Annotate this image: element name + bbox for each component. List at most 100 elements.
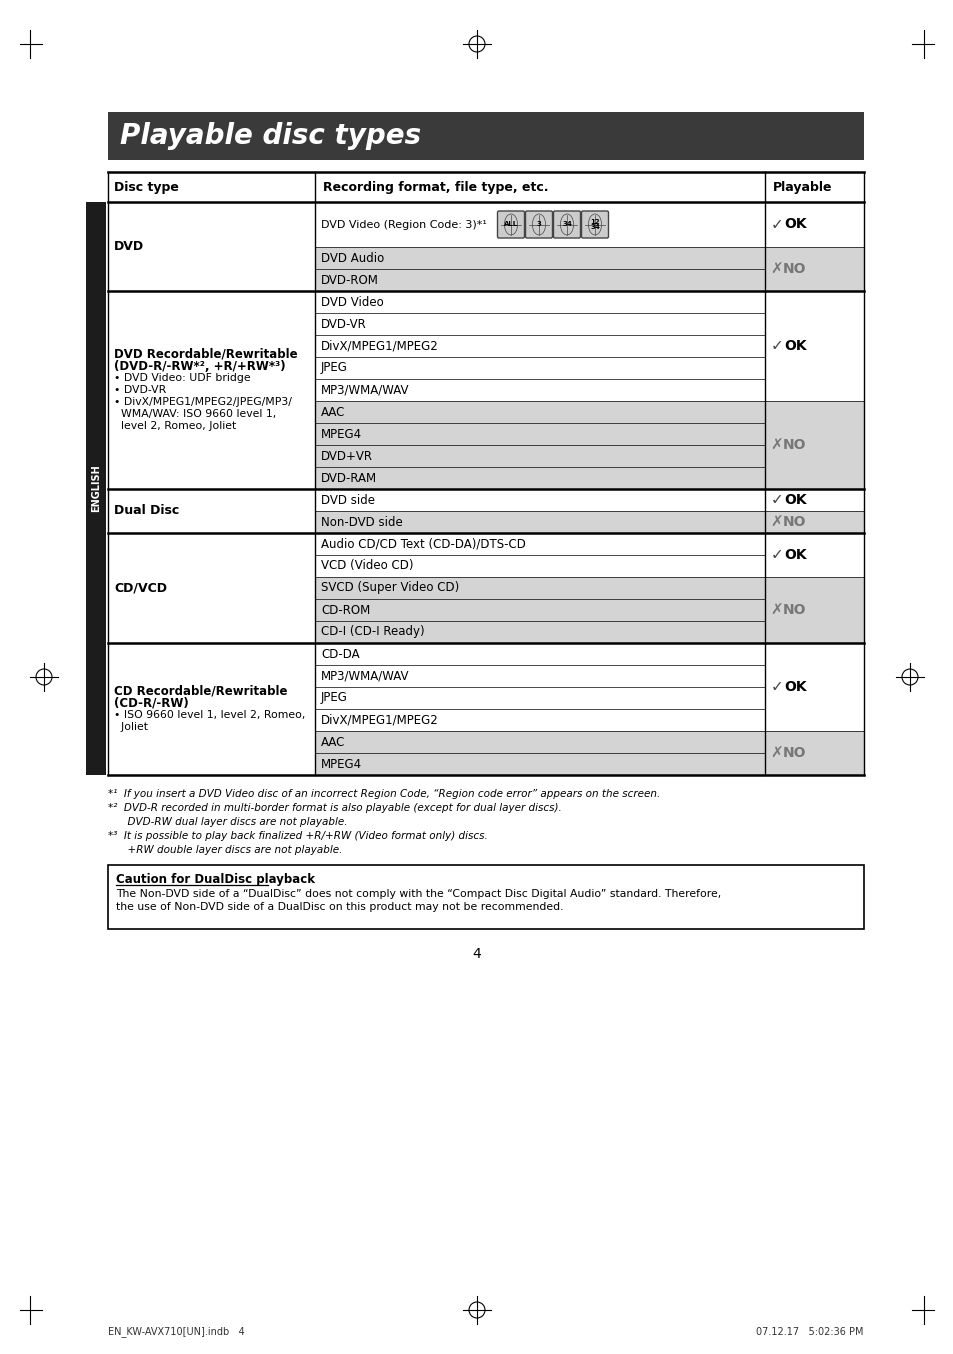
Text: • DivX/MPEG1/MPEG2/JPEG/MP3/: • DivX/MPEG1/MPEG2/JPEG/MP3/ <box>113 397 292 408</box>
FancyBboxPatch shape <box>581 211 608 238</box>
Text: The Non-DVD side of a “DualDisc” does not comply with the “Compact Disc Digital : The Non-DVD side of a “DualDisc” does no… <box>116 890 720 913</box>
Text: VCD (Video CD): VCD (Video CD) <box>320 559 413 573</box>
Text: EN_KW-AVX710[UN].indb   4: EN_KW-AVX710[UN].indb 4 <box>108 1327 245 1338</box>
Text: 12
34: 12 34 <box>590 219 599 230</box>
Text: ✗: ✗ <box>769 603 781 617</box>
FancyBboxPatch shape <box>108 489 314 533</box>
FancyBboxPatch shape <box>764 202 863 246</box>
Text: DVD-RW dual layer discs are not playable.: DVD-RW dual layer discs are not playable… <box>108 816 347 827</box>
Text: AAC: AAC <box>320 405 345 418</box>
Text: DVD side: DVD side <box>320 493 375 506</box>
FancyBboxPatch shape <box>314 510 863 533</box>
FancyBboxPatch shape <box>497 211 524 238</box>
FancyBboxPatch shape <box>764 577 863 643</box>
FancyBboxPatch shape <box>764 731 863 774</box>
FancyBboxPatch shape <box>108 202 314 291</box>
Text: (DVD-R/-RW*², +R/+RW*³): (DVD-R/-RW*², +R/+RW*³) <box>113 360 285 372</box>
Text: AAC: AAC <box>320 735 345 749</box>
Text: Disc type: Disc type <box>113 180 179 194</box>
Text: ✗: ✗ <box>769 746 781 761</box>
Text: (CD-R/-RW): (CD-R/-RW) <box>113 696 189 709</box>
FancyBboxPatch shape <box>314 731 863 753</box>
Text: *³  It is possible to play back finalized +R/+RW (Video format only) discs.: *³ It is possible to play back finalized… <box>108 831 487 841</box>
FancyBboxPatch shape <box>764 489 863 510</box>
Text: SVCD (Super Video CD): SVCD (Super Video CD) <box>320 581 458 594</box>
Text: Joliet: Joliet <box>113 722 148 733</box>
FancyBboxPatch shape <box>314 401 863 422</box>
Text: Audio CD/CD Text (CD-DA)/DTS-CD: Audio CD/CD Text (CD-DA)/DTS-CD <box>320 538 525 551</box>
FancyBboxPatch shape <box>764 533 863 577</box>
Text: DVD Recordable/Rewritable: DVD Recordable/Rewritable <box>113 348 297 360</box>
Text: DVD Audio: DVD Audio <box>320 252 384 264</box>
FancyBboxPatch shape <box>314 269 863 291</box>
Text: Dual Disc: Dual Disc <box>113 505 179 517</box>
Text: NO: NO <box>782 437 805 452</box>
Text: • DVD Video: UDF bridge: • DVD Video: UDF bridge <box>113 372 251 383</box>
Text: DivX/MPEG1/MPEG2: DivX/MPEG1/MPEG2 <box>320 340 438 352</box>
Text: Caution for DualDisc playback: Caution for DualDisc playback <box>116 873 314 886</box>
FancyBboxPatch shape <box>764 510 863 533</box>
Text: ✓: ✓ <box>770 547 783 562</box>
Text: DVD Video (Region Code: 3)*¹: DVD Video (Region Code: 3)*¹ <box>320 219 486 229</box>
Text: NO: NO <box>782 746 805 760</box>
FancyBboxPatch shape <box>314 246 863 269</box>
FancyBboxPatch shape <box>314 621 863 643</box>
Text: ✓: ✓ <box>770 680 783 695</box>
Text: Non-DVD side: Non-DVD side <box>320 516 402 528</box>
Text: Recording format, file type, etc.: Recording format, file type, etc. <box>323 180 548 194</box>
Text: • ISO 9660 level 1, level 2, Romeo,: • ISO 9660 level 1, level 2, Romeo, <box>113 709 305 720</box>
FancyBboxPatch shape <box>314 467 863 489</box>
FancyBboxPatch shape <box>553 211 579 238</box>
Text: DVD Video: DVD Video <box>320 295 383 309</box>
Text: DivX/MPEG1/MPEG2: DivX/MPEG1/MPEG2 <box>320 714 438 727</box>
Text: WMA/WAV: ISO 9660 level 1,: WMA/WAV: ISO 9660 level 1, <box>113 409 276 418</box>
FancyBboxPatch shape <box>314 598 863 621</box>
Text: JPEG: JPEG <box>320 692 348 704</box>
Text: DVD-ROM: DVD-ROM <box>320 274 378 287</box>
Text: ✓: ✓ <box>770 338 783 353</box>
Text: DVD-VR: DVD-VR <box>320 317 366 330</box>
FancyBboxPatch shape <box>764 401 863 489</box>
Text: ✗: ✗ <box>769 515 781 529</box>
FancyBboxPatch shape <box>764 643 863 731</box>
Text: ✓: ✓ <box>770 493 783 508</box>
Text: ✗: ✗ <box>769 437 781 452</box>
Text: 07.12.17   5:02:36 PM: 07.12.17 5:02:36 PM <box>756 1327 863 1336</box>
Text: DVD-RAM: DVD-RAM <box>320 471 376 485</box>
Text: NO: NO <box>782 263 805 276</box>
FancyBboxPatch shape <box>108 643 314 774</box>
Text: JPEG: JPEG <box>320 362 348 375</box>
Text: MPEG4: MPEG4 <box>320 757 362 770</box>
Text: *¹  If you insert a DVD Video disc of an incorrect Region Code, “Region code err: *¹ If you insert a DVD Video disc of an … <box>108 789 659 799</box>
Text: CD-I (CD-I Ready): CD-I (CD-I Ready) <box>320 626 424 639</box>
Text: level 2, Romeo, Joliet: level 2, Romeo, Joliet <box>113 421 236 431</box>
FancyBboxPatch shape <box>108 112 863 160</box>
Text: CD/VCD: CD/VCD <box>113 581 167 594</box>
Text: DVD+VR: DVD+VR <box>320 450 373 463</box>
FancyBboxPatch shape <box>108 533 314 643</box>
FancyBboxPatch shape <box>86 202 106 774</box>
Text: Playable: Playable <box>772 180 832 194</box>
Text: CD-ROM: CD-ROM <box>320 604 370 616</box>
FancyBboxPatch shape <box>108 865 863 929</box>
FancyBboxPatch shape <box>108 291 314 489</box>
Text: MP3/WMA/WAV: MP3/WMA/WAV <box>320 669 409 682</box>
Text: NO: NO <box>782 515 805 529</box>
FancyBboxPatch shape <box>764 291 863 401</box>
FancyBboxPatch shape <box>314 577 863 598</box>
Text: ✗: ✗ <box>769 261 781 276</box>
Text: OK: OK <box>783 493 806 506</box>
Text: CD-DA: CD-DA <box>320 647 359 661</box>
Text: MPEG4: MPEG4 <box>320 428 362 440</box>
Text: ALL: ALL <box>503 222 517 227</box>
Text: • DVD-VR: • DVD-VR <box>113 385 166 395</box>
Text: OK: OK <box>783 338 806 353</box>
Text: CD Recordable/Rewritable: CD Recordable/Rewritable <box>113 685 287 697</box>
FancyBboxPatch shape <box>525 211 552 238</box>
Text: 3: 3 <box>536 222 541 227</box>
Text: Playable disc types: Playable disc types <box>120 122 420 150</box>
Text: OK: OK <box>783 680 806 695</box>
Text: 34: 34 <box>561 222 572 227</box>
Text: NO: NO <box>782 603 805 617</box>
Text: OK: OK <box>783 548 806 562</box>
